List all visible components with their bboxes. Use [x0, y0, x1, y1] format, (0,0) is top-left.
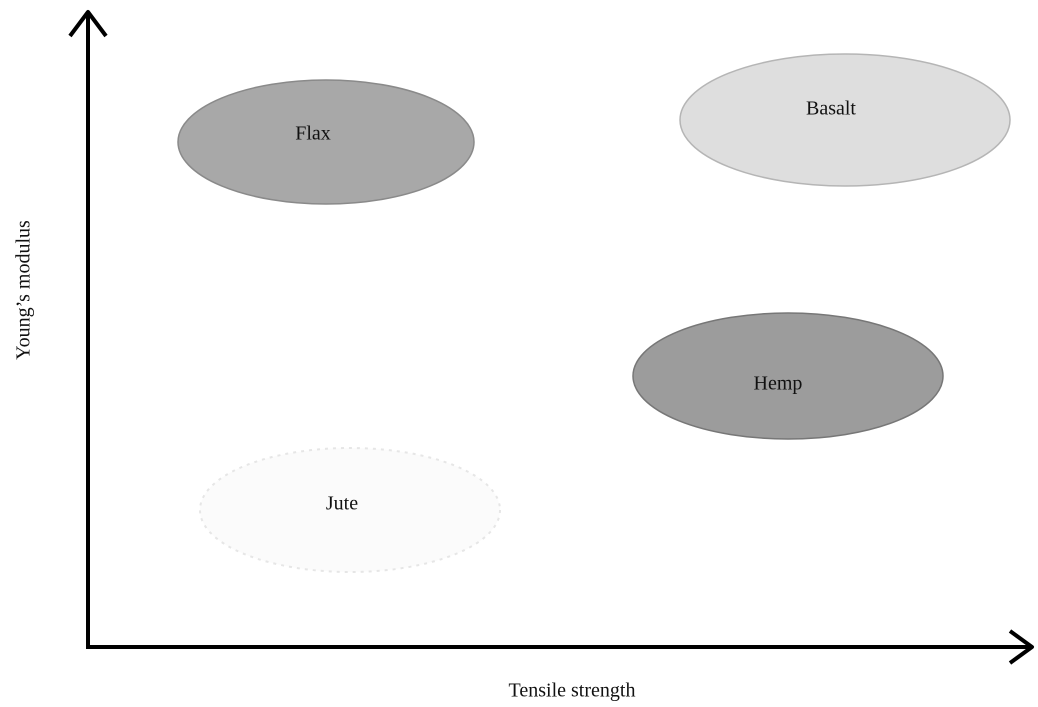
x-axis-arrow [1008, 629, 1034, 665]
x-axis-label: Tensile strength [509, 680, 636, 702]
jute-region [199, 447, 501, 573]
y-axis-arrow [68, 10, 108, 38]
node-label: Jute [326, 493, 358, 515]
basalt-region [679, 53, 1011, 187]
node-label: Basalt [806, 98, 856, 120]
node-label: Flax [295, 123, 331, 145]
hemp-region [632, 312, 944, 440]
y-axis-label: Young’s modulus [13, 220, 35, 360]
node-label: Hemp [754, 373, 803, 395]
flax-region [177, 79, 475, 205]
